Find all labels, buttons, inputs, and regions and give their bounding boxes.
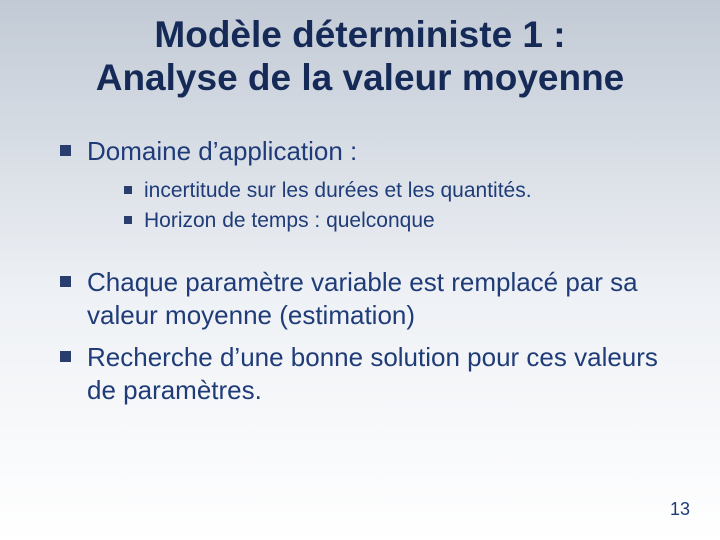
list-item: Chaque paramètre variable est remplacé p…: [60, 266, 670, 331]
list-item: Horizon de temps : quelconque: [124, 208, 670, 234]
square-bullet-icon: [60, 276, 71, 287]
square-bullet-icon: [60, 351, 71, 362]
title-line2: Analyse de la valeur moyenne: [96, 57, 625, 98]
square-bullet-icon: [124, 186, 132, 194]
list-item-text: Recherche d’une bonne solution pour ces …: [87, 341, 670, 406]
square-bullet-icon: [60, 145, 71, 156]
list-item-text: Chaque paramètre variable est remplacé p…: [87, 266, 670, 331]
list-item-text: Domaine d’application :: [87, 135, 357, 168]
list-item: Domaine d’application :: [60, 135, 670, 168]
slide: Modèle déterministe 1 : Analyse de la va…: [0, 0, 720, 540]
list-item-text: incertitude sur les durées et les quanti…: [144, 178, 532, 204]
square-bullet-icon: [124, 216, 132, 224]
list-item: Recherche d’une bonne solution pour ces …: [60, 341, 670, 406]
title-line1: Modèle déterministe 1 :: [154, 14, 565, 55]
list-item: incertitude sur les durées et les quanti…: [124, 178, 670, 204]
sub-list: incertitude sur les durées et les quanti…: [124, 178, 670, 235]
page-number: 13: [670, 499, 690, 520]
slide-body: Domaine d’application : incertitude sur …: [0, 99, 720, 406]
list-item-text: Horizon de temps : quelconque: [144, 208, 435, 234]
slide-title: Modèle déterministe 1 : Analyse de la va…: [0, 0, 720, 99]
